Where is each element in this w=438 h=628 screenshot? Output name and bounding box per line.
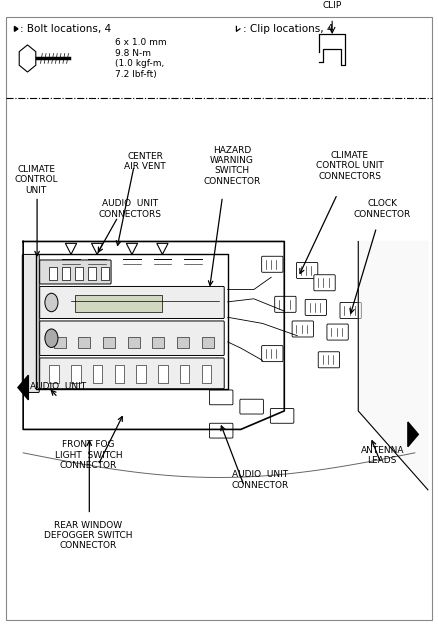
Bar: [115, 365, 124, 383]
Text: REAR WINDOW
DEFOGGER SWITCH
CONNECTOR: REAR WINDOW DEFOGGER SWITCH CONNECTOR: [44, 521, 133, 550]
FancyBboxPatch shape: [40, 260, 111, 284]
Polygon shape: [126, 243, 138, 254]
FancyBboxPatch shape: [209, 390, 233, 405]
Bar: [201, 365, 211, 383]
FancyBboxPatch shape: [314, 274, 335, 291]
Text: ANTENNA
LEADS: ANTENNA LEADS: [360, 446, 404, 465]
FancyBboxPatch shape: [305, 300, 326, 315]
FancyBboxPatch shape: [22, 254, 39, 392]
Polygon shape: [157, 243, 168, 254]
Polygon shape: [18, 375, 28, 400]
Text: CENTER
AIR VENT: CENTER AIR VENT: [124, 152, 166, 171]
Polygon shape: [358, 242, 428, 490]
Text: : Clip locations, 4: : Clip locations, 4: [243, 24, 333, 34]
Bar: [201, 337, 214, 348]
Text: AUDIO  UNIT
CONNECTORS: AUDIO UNIT CONNECTORS: [98, 199, 161, 219]
Circle shape: [45, 293, 58, 311]
Bar: [49, 267, 57, 280]
Bar: [75, 295, 162, 312]
Text: CLIMATE
CONTROL UNIT
CONNECTORS: CLIMATE CONTROL UNIT CONNECTORS: [316, 151, 383, 181]
FancyBboxPatch shape: [292, 321, 314, 337]
FancyBboxPatch shape: [40, 286, 224, 318]
Bar: [71, 365, 81, 383]
Bar: [102, 267, 110, 280]
Bar: [127, 337, 140, 348]
Bar: [152, 337, 164, 348]
Text: FRONT FOG
LIGHT  SWITCH
CONNECTOR: FRONT FOG LIGHT SWITCH CONNECTOR: [55, 440, 122, 470]
Text: CLOCK
CONNECTOR: CLOCK CONNECTOR: [353, 199, 411, 219]
Bar: [93, 365, 102, 383]
FancyBboxPatch shape: [318, 352, 339, 368]
Bar: [62, 267, 70, 280]
FancyBboxPatch shape: [261, 345, 283, 362]
Text: CLIMATE
CONTROL
UNIT: CLIMATE CONTROL UNIT: [14, 165, 58, 195]
FancyBboxPatch shape: [261, 256, 283, 273]
Text: 6 x 1.0 mm
9.8 N-m
(1.0 kgf-m,
7.2 lbf-ft): 6 x 1.0 mm 9.8 N-m (1.0 kgf-m, 7.2 lbf-f…: [115, 38, 166, 78]
Polygon shape: [65, 243, 77, 254]
Bar: [49, 365, 59, 383]
Bar: [177, 337, 189, 348]
Text: : Bolt locations, 4: : Bolt locations, 4: [20, 24, 111, 34]
Text: HAZARD
WARNING
SWITCH
CONNECTOR: HAZARD WARNING SWITCH CONNECTOR: [203, 146, 261, 186]
FancyBboxPatch shape: [327, 324, 348, 340]
Polygon shape: [14, 26, 18, 31]
Bar: [136, 365, 146, 383]
Bar: [103, 337, 115, 348]
Bar: [53, 337, 66, 348]
FancyBboxPatch shape: [270, 408, 294, 423]
Bar: [180, 365, 189, 383]
Bar: [75, 267, 83, 280]
Bar: [78, 337, 91, 348]
Text: AUDIO  UNIT
CONNECTOR: AUDIO UNIT CONNECTOR: [232, 470, 289, 490]
FancyBboxPatch shape: [297, 263, 318, 278]
Polygon shape: [92, 243, 103, 254]
Polygon shape: [408, 422, 418, 447]
Circle shape: [45, 329, 58, 347]
Bar: [158, 365, 168, 383]
FancyBboxPatch shape: [209, 423, 233, 438]
Bar: [88, 267, 96, 280]
Text: AUDIO  UNIT: AUDIO UNIT: [30, 382, 86, 391]
FancyBboxPatch shape: [340, 303, 361, 318]
FancyBboxPatch shape: [40, 358, 224, 389]
FancyBboxPatch shape: [40, 321, 224, 355]
FancyBboxPatch shape: [240, 399, 263, 414]
FancyBboxPatch shape: [275, 296, 296, 312]
Text: CLIP: CLIP: [322, 1, 342, 11]
